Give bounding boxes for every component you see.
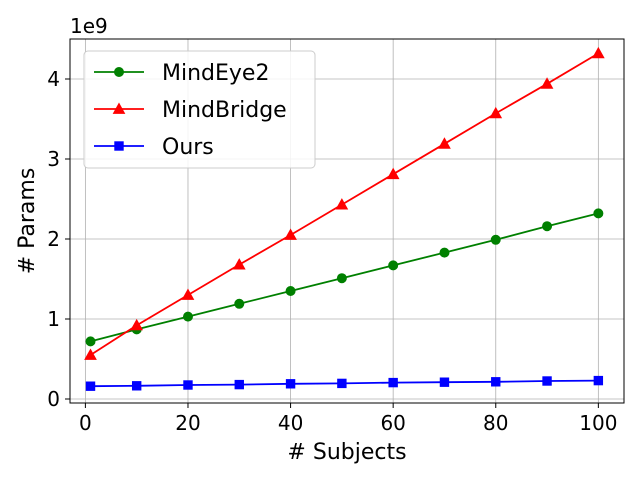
- data-point-mindeye2: [593, 208, 604, 219]
- data-point-mindbridge: [181, 288, 195, 300]
- data-point-mindeye2: [439, 247, 450, 258]
- x-axis-label: # Subjects: [287, 440, 406, 465]
- y-tick-label: 3: [47, 147, 60, 171]
- y-tick-label: 0: [47, 387, 60, 411]
- legend-marker-ours: [114, 141, 124, 151]
- axis-ticks: 0 20 40 60 80 100 0 1 2 3 4: [47, 67, 617, 435]
- data-point-ours: [131, 381, 142, 391]
- x-tick-label: 0: [79, 411, 92, 435]
- data-point-mindbridge: [592, 46, 605, 59]
- legend-item-mindbridge: MindBridge: [94, 98, 287, 123]
- data-point-mindeye2: [182, 311, 193, 322]
- data-point-mindbridge: [335, 198, 349, 210]
- data-point-mindeye2: [85, 336, 96, 347]
- data-point-mindbridge: [386, 167, 400, 180]
- legend-marker-mindeye2: [114, 67, 124, 77]
- series-mindeye2: [85, 208, 604, 347]
- data-point-mindeye2: [542, 221, 553, 232]
- x-tick-label: 20: [175, 411, 200, 435]
- legend-label-mindeye2: MindEye2: [162, 61, 269, 86]
- y-tick-label: 4: [47, 67, 60, 91]
- legend: MindEye2 MindBridge Ours: [83, 50, 316, 169]
- data-point-ours: [542, 376, 552, 386]
- legend-item-mindeye2: MindEye2: [94, 61, 269, 86]
- y-offset-label: 1e9: [70, 14, 108, 38]
- y-tick-label: 2: [47, 227, 60, 251]
- legend-label-ours: Ours: [162, 135, 214, 160]
- data-point-mindbridge: [232, 258, 246, 270]
- plot-area-frame: [69, 38, 625, 404]
- legend-marker-mindbridge: [112, 102, 126, 114]
- data-point-mindbridge: [284, 228, 297, 240]
- data-point-ours: [491, 377, 501, 387]
- data-point-ours: [85, 381, 96, 391]
- data-point-ours: [593, 375, 604, 386]
- data-point-mindeye2: [336, 273, 347, 284]
- legend-item-ours: Ours: [94, 135, 214, 160]
- data-point-mindeye2: [285, 286, 296, 296]
- data-point-mindbridge: [84, 348, 97, 360]
- data-point-mindeye2: [234, 298, 245, 309]
- data-point-ours: [439, 377, 450, 387]
- series-ours: [85, 375, 604, 391]
- y-axis-label: # Params: [15, 168, 40, 275]
- x-tick-label: 60: [380, 411, 405, 435]
- x-tick-label: 100: [579, 411, 617, 435]
- x-tick-label: 80: [483, 411, 508, 435]
- series-mindbridge: [84, 46, 605, 360]
- data-point-ours: [388, 377, 398, 388]
- legend-box: [83, 50, 316, 169]
- data-point-ours: [183, 380, 193, 390]
- data-point-ours: [285, 379, 296, 389]
- y-tick-label: 1: [47, 307, 60, 331]
- data-point-ours: [337, 378, 347, 389]
- data-point-mindeye2: [388, 260, 399, 271]
- data-point-mindeye2: [490, 234, 501, 245]
- data-point-mindbridge: [540, 77, 554, 89]
- data-point-mindbridge: [130, 318, 144, 331]
- series-layer: [84, 46, 605, 391]
- data-point-ours: [234, 379, 244, 390]
- legend-label-mindbridge: MindBridge: [162, 98, 287, 123]
- x-tick-label: 40: [278, 411, 303, 435]
- data-point-mindbridge: [489, 106, 503, 119]
- data-point-mindbridge: [438, 137, 451, 149]
